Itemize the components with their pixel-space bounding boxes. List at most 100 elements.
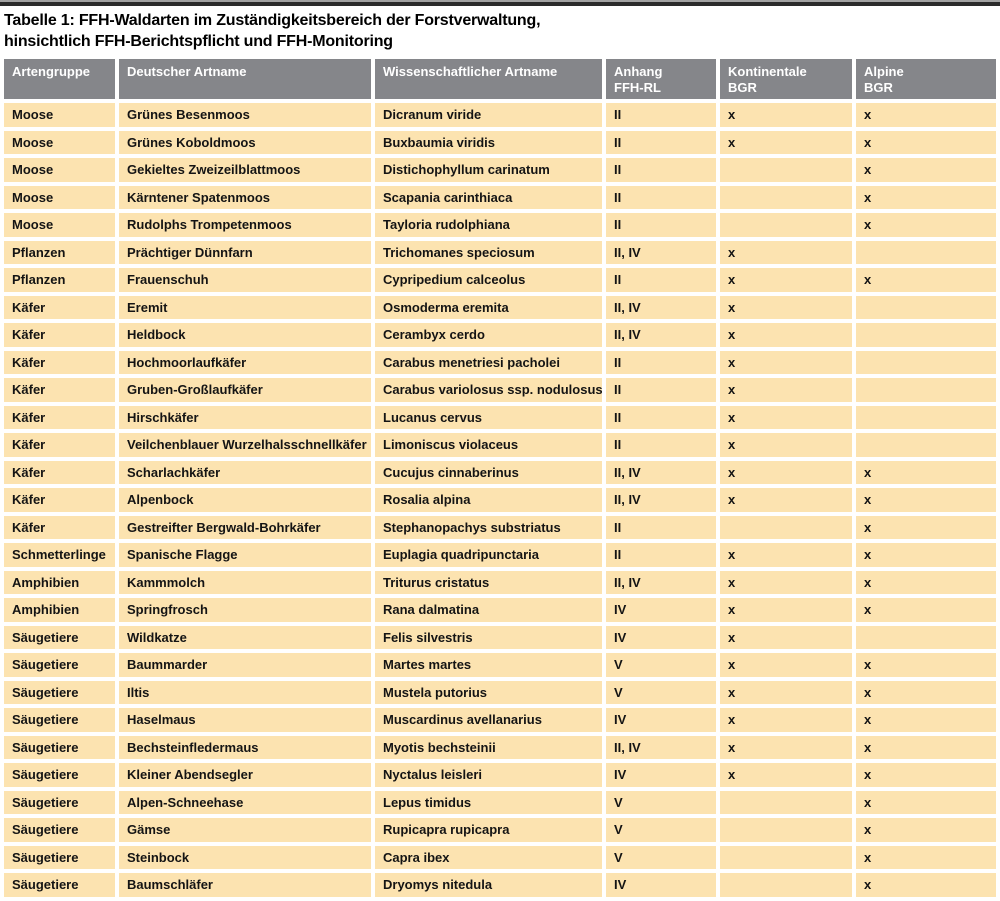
- cell-artengruppe: Säugetiere: [4, 680, 115, 704]
- cell-kontinentale-bgr: [720, 185, 852, 209]
- cell-kontinentale-bgr: x: [720, 405, 852, 429]
- cell-artengruppe: Säugetiere: [4, 873, 115, 897]
- cell-anhang-ffh-rl: V: [606, 680, 716, 704]
- top-rule-bar: [0, 0, 1000, 6]
- column-header-kontinentale-bgr: Kontinentale BGR: [720, 59, 852, 99]
- cell-alpine-bgr: [856, 323, 996, 347]
- cell-wissenschaftlicher-artname: Myotis bechsteinii: [375, 735, 602, 759]
- cell-kontinentale-bgr: x: [720, 350, 852, 374]
- cell-kontinentale-bgr: [720, 515, 852, 539]
- cell-deutscher-artname: Alpen-Schneehase: [119, 790, 371, 814]
- table-row: Käfer Gruben-Großlaufkäfer Carabus vario…: [4, 378, 996, 402]
- table-row: Amphibien Kammmolch Triturus cristatus I…: [4, 570, 996, 594]
- column-header-alpine-bgr: Alpine BGR: [856, 59, 996, 99]
- cell-artengruppe: Pflanzen: [4, 240, 115, 264]
- cell-kontinentale-bgr: x: [720, 378, 852, 402]
- cell-kontinentale-bgr: [720, 213, 852, 237]
- cell-deutscher-artname: Haselmaus: [119, 708, 371, 732]
- cell-wissenschaftlicher-artname: Dryomys nitedula: [375, 873, 602, 897]
- table-row: Moose Kärntener Spatenmoos Scapania cari…: [4, 185, 996, 209]
- cell-artengruppe: Käfer: [4, 515, 115, 539]
- cell-wissenschaftlicher-artname: Cucujus cinnaberinus: [375, 460, 602, 484]
- column-header-deutscher-artname: Deutscher Artname: [119, 59, 371, 99]
- cell-deutscher-artname: Baumschläfer: [119, 873, 371, 897]
- table-row: Käfer Scharlachkäfer Cucujus cinnaberinu…: [4, 460, 996, 484]
- cell-artengruppe: Schmetterlinge: [4, 543, 115, 567]
- cell-deutscher-artname: Grünes Koboldmoos: [119, 130, 371, 154]
- cell-alpine-bgr: x: [856, 873, 996, 897]
- cell-deutscher-artname: Kleiner Abendsegler: [119, 763, 371, 787]
- table-row: Säugetiere Kleiner Abendsegler Nyctalus …: [4, 763, 996, 787]
- cell-anhang-ffh-rl: IV: [606, 598, 716, 622]
- cell-anhang-ffh-rl: II, IV: [606, 295, 716, 319]
- cell-deutscher-artname: Grünes Besenmoos: [119, 103, 371, 127]
- cell-kontinentale-bgr: [720, 818, 852, 842]
- cell-alpine-bgr: x: [856, 213, 996, 237]
- cell-artengruppe: Säugetiere: [4, 735, 115, 759]
- cell-alpine-bgr: x: [856, 570, 996, 594]
- cell-deutscher-artname: Veilchenblauer Wurzelhalsschnellkäfer: [119, 433, 371, 457]
- table-row: Amphibien Springfrosch Rana dalmatina IV…: [4, 598, 996, 622]
- table-row: Säugetiere Alpen-Schneehase Lepus timidu…: [4, 790, 996, 814]
- cell-anhang-ffh-rl: IV: [606, 873, 716, 897]
- table-row: Schmetterlinge Spanische Flagge Euplagia…: [4, 543, 996, 567]
- cell-wissenschaftlicher-artname: Osmoderma eremita: [375, 295, 602, 319]
- cell-kontinentale-bgr: x: [720, 268, 852, 292]
- cell-artengruppe: Säugetiere: [4, 845, 115, 869]
- cell-anhang-ffh-rl: II: [606, 103, 716, 127]
- table-row: Moose Grünes Koboldmoos Buxbaumia viridi…: [4, 130, 996, 154]
- cell-wissenschaftlicher-artname: Euplagia quadripunctaria: [375, 543, 602, 567]
- cell-anhang-ffh-rl: IV: [606, 708, 716, 732]
- cell-kontinentale-bgr: x: [720, 598, 852, 622]
- column-header-wissenschaftlicher-artname: Wissenschaftlicher Artname: [375, 59, 602, 99]
- cell-kontinentale-bgr: x: [720, 433, 852, 457]
- cell-alpine-bgr: x: [856, 268, 996, 292]
- cell-artengruppe: Käfer: [4, 433, 115, 457]
- table-row: Käfer Gestreifter Bergwald-Bohrkäfer Ste…: [4, 515, 996, 539]
- cell-anhang-ffh-rl: II: [606, 268, 716, 292]
- cell-deutscher-artname: Gestreifter Bergwald-Bohrkäfer: [119, 515, 371, 539]
- table-row: Pflanzen Frauenschuh Cypripedium calceol…: [4, 268, 996, 292]
- cell-artengruppe: Pflanzen: [4, 268, 115, 292]
- cell-kontinentale-bgr: x: [720, 735, 852, 759]
- cell-wissenschaftlicher-artname: Cypripedium calceolus: [375, 268, 602, 292]
- cell-artengruppe: Käfer: [4, 295, 115, 319]
- table-row: Pflanzen Prächtiger Dünnfarn Trichomanes…: [4, 240, 996, 264]
- cell-alpine-bgr: [856, 405, 996, 429]
- table-row: Käfer Eremit Osmoderma eremita II, IV x: [4, 295, 996, 319]
- cell-anhang-ffh-rl: II, IV: [606, 323, 716, 347]
- cell-artengruppe: Säugetiere: [4, 818, 115, 842]
- cell-alpine-bgr: x: [856, 680, 996, 704]
- cell-artengruppe: Käfer: [4, 405, 115, 429]
- cell-alpine-bgr: [856, 378, 996, 402]
- cell-artengruppe: Säugetiere: [4, 763, 115, 787]
- cell-wissenschaftlicher-artname: Rosalia alpina: [375, 488, 602, 512]
- table-row: Moose Grünes Besenmoos Dicranum viride I…: [4, 103, 996, 127]
- cell-anhang-ffh-rl: II, IV: [606, 570, 716, 594]
- cell-anhang-ffh-rl: V: [606, 845, 716, 869]
- table-row: Käfer Hochmoorlaufkäfer Carabus menetrie…: [4, 350, 996, 374]
- cell-deutscher-artname: Baummarder: [119, 653, 371, 677]
- table-row: Säugetiere Iltis Mustela putorius V x x: [4, 680, 996, 704]
- cell-artengruppe: Säugetiere: [4, 790, 115, 814]
- cell-alpine-bgr: [856, 433, 996, 457]
- cell-wissenschaftlicher-artname: Martes martes: [375, 653, 602, 677]
- cell-alpine-bgr: x: [856, 598, 996, 622]
- cell-anhang-ffh-rl: II: [606, 433, 716, 457]
- cell-anhang-ffh-rl: V: [606, 653, 716, 677]
- cell-wissenschaftlicher-artname: Dicranum viride: [375, 103, 602, 127]
- cell-deutscher-artname: Springfrosch: [119, 598, 371, 622]
- cell-alpine-bgr: x: [856, 103, 996, 127]
- cell-artengruppe: Moose: [4, 213, 115, 237]
- cell-anhang-ffh-rl: V: [606, 818, 716, 842]
- cell-wissenschaftlicher-artname: Trichomanes speciosum: [375, 240, 602, 264]
- cell-wissenschaftlicher-artname: Rupicapra rupicapra: [375, 818, 602, 842]
- cell-wissenschaftlicher-artname: Rana dalmatina: [375, 598, 602, 622]
- cell-alpine-bgr: x: [856, 130, 996, 154]
- cell-deutscher-artname: Gämse: [119, 818, 371, 842]
- cell-kontinentale-bgr: [720, 873, 852, 897]
- table-row: Käfer Hirschkäfer Lucanus cervus II x: [4, 405, 996, 429]
- cell-deutscher-artname: Gruben-Großlaufkäfer: [119, 378, 371, 402]
- cell-kontinentale-bgr: x: [720, 130, 852, 154]
- cell-alpine-bgr: x: [856, 735, 996, 759]
